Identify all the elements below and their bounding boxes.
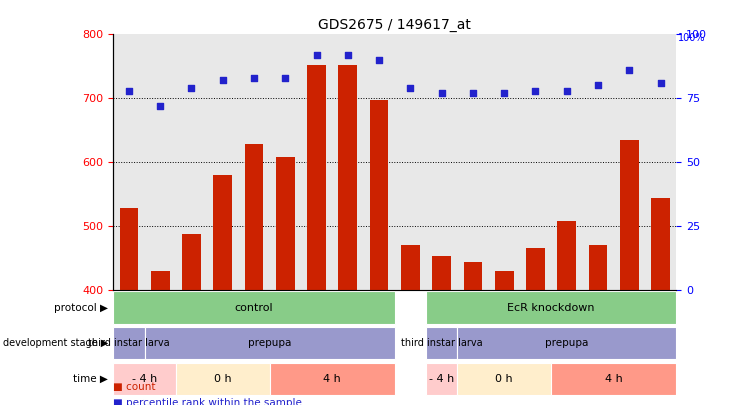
Bar [401,245,420,290]
Bar [370,100,388,290]
Point [249,75,260,81]
Text: 0 h: 0 h [214,374,232,384]
Text: development stage ▶: development stage ▶ [3,338,108,348]
Point [592,82,604,89]
Text: 100%: 100% [678,34,705,43]
Title: GDS2675 / 149617_at: GDS2675 / 149617_at [318,18,471,32]
Bar [557,221,576,290]
Text: time ▶: time ▶ [73,374,108,384]
Point [374,57,385,63]
Bar [182,234,201,290]
Point [123,87,135,94]
Bar [426,292,676,324]
Text: 4 h: 4 h [323,374,341,384]
Bar [458,363,551,395]
Text: third instar larva: third instar larva [88,338,170,348]
Bar [120,208,138,290]
Text: EcR knockdown: EcR knockdown [507,303,595,313]
Bar [276,157,295,290]
Text: - 4 h: - 4 h [429,374,454,384]
Bar [426,327,458,359]
Bar [307,65,326,290]
Point [404,85,416,91]
Text: ■ percentile rank within the sample: ■ percentile rank within the sample [113,398,302,405]
Text: protocol ▶: protocol ▶ [54,303,108,313]
Point [186,85,197,91]
Point [467,90,479,96]
Bar [213,175,232,290]
Point [342,51,354,58]
Point [655,80,667,86]
Bar [245,144,263,290]
Text: prepupa: prepupa [545,338,588,348]
Point [624,67,635,73]
Bar [432,256,451,290]
Text: control: control [235,303,273,313]
Bar [620,140,639,290]
Text: ■ count: ■ count [113,382,156,392]
Bar [176,363,270,395]
Bar [526,248,545,290]
Bar [463,262,482,290]
Point [217,77,229,83]
Point [436,90,447,96]
Bar [551,363,676,395]
Bar [113,292,395,324]
Point [154,102,166,109]
Point [561,87,572,94]
Bar [113,363,176,395]
Text: prepupa: prepupa [248,338,292,348]
Bar [113,327,145,359]
Point [279,75,291,81]
Text: 0 h: 0 h [496,374,513,384]
Text: third instar larva: third instar larva [401,338,482,348]
Bar [145,327,395,359]
Bar [151,271,170,290]
Bar [495,271,514,290]
Bar [426,363,458,395]
Point [499,90,510,96]
Bar [338,65,357,290]
Bar [651,198,670,290]
Bar [588,245,607,290]
Bar [458,327,676,359]
Text: - 4 h: - 4 h [132,374,157,384]
Point [311,51,322,58]
Text: 4 h: 4 h [605,374,623,384]
Bar [270,363,395,395]
Point [530,87,542,94]
